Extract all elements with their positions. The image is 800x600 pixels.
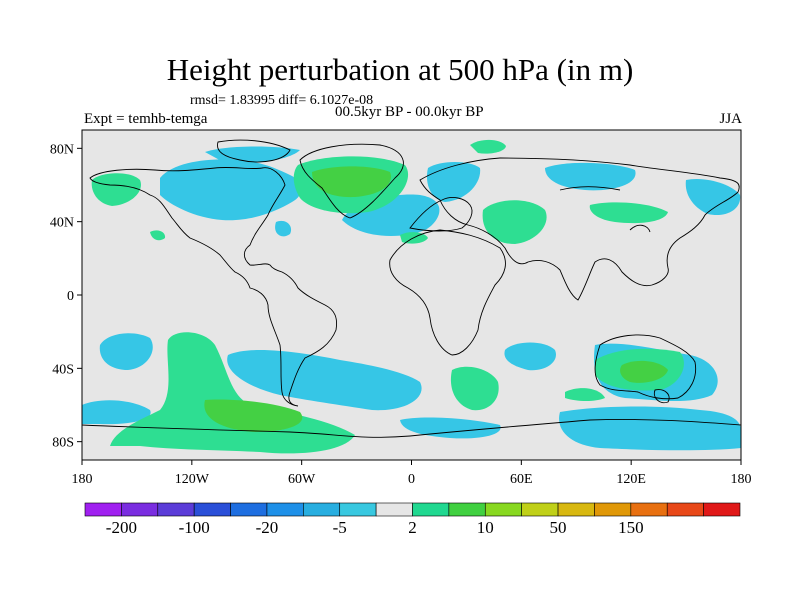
colorbar-label: 2 — [408, 518, 417, 537]
coastlines — [82, 139, 741, 438]
colorbar-swatch — [121, 502, 159, 517]
colorbar-label: -200 — [106, 518, 137, 537]
colorbar-label: -5 — [333, 518, 347, 537]
colorbar-swatch — [448, 502, 486, 517]
colorbar-swatch — [84, 502, 122, 517]
colorbar-swatch — [666, 502, 704, 517]
lat-tick-label: 40N — [50, 216, 74, 231]
colorbar-swatch — [703, 502, 741, 517]
experiment-label: Expt = temhb-temga — [84, 111, 208, 127]
colorbar-swatch — [375, 502, 413, 517]
stats-text: rmsd= 1.83995 diff= 6.1027e-08 — [190, 93, 374, 108]
season-label: JJA — [719, 111, 742, 127]
positive-medium-regions — [204, 166, 668, 432]
colorbar-swatch — [594, 502, 632, 517]
colorbar-swatch — [193, 502, 231, 517]
longitude-axis: 180 120W 60W 0 60E 120E 180 — [72, 460, 752, 487]
colorbar-swatch — [521, 502, 559, 517]
colorbar-swatch — [230, 502, 268, 517]
colorbar-swatch — [266, 502, 304, 517]
lon-tick-label: 0 — [408, 472, 415, 487]
lon-tick-label: 120E — [616, 472, 646, 487]
lon-tick-label: 60E — [510, 472, 533, 487]
colorbar-swatch — [157, 502, 195, 517]
lat-tick-label: 80N — [50, 142, 74, 157]
lat-tick-label: 0 — [67, 289, 74, 304]
lon-tick-label: 120W — [175, 472, 210, 487]
colorbar-label: -20 — [256, 518, 279, 537]
lat-tick-label: 40S — [52, 362, 74, 377]
plot-title: Height perturbation at 500 hPa (in m) — [166, 52, 634, 87]
colorbar-swatch — [412, 502, 450, 517]
colorbar-swatch — [630, 502, 668, 517]
colorbar-label: 50 — [550, 518, 567, 537]
colorbar-swatch — [484, 502, 522, 517]
lon-tick-label: 180 — [731, 472, 752, 487]
colorbar-label: 150 — [618, 518, 644, 537]
colorbar-swatch — [339, 502, 377, 517]
colorbar-swatch — [557, 502, 595, 517]
lon-tick-label: 60W — [288, 472, 316, 487]
lon-tick-label: 180 — [72, 472, 93, 487]
latitude-axis: 80N 40N 0 40S 80S — [50, 142, 82, 451]
colorbar-label: 10 — [477, 518, 494, 537]
lat-tick-label: 80S — [52, 436, 74, 451]
colorbar-label: -100 — [179, 518, 210, 537]
anomaly-field — [82, 139, 741, 454]
period-label: 00.5kyr BP - 00.0kyr BP — [335, 104, 484, 120]
colorbar: -200 -100 -20 -5 2 10 50 150 — [84, 502, 741, 537]
colorbar-swatch — [303, 502, 341, 517]
